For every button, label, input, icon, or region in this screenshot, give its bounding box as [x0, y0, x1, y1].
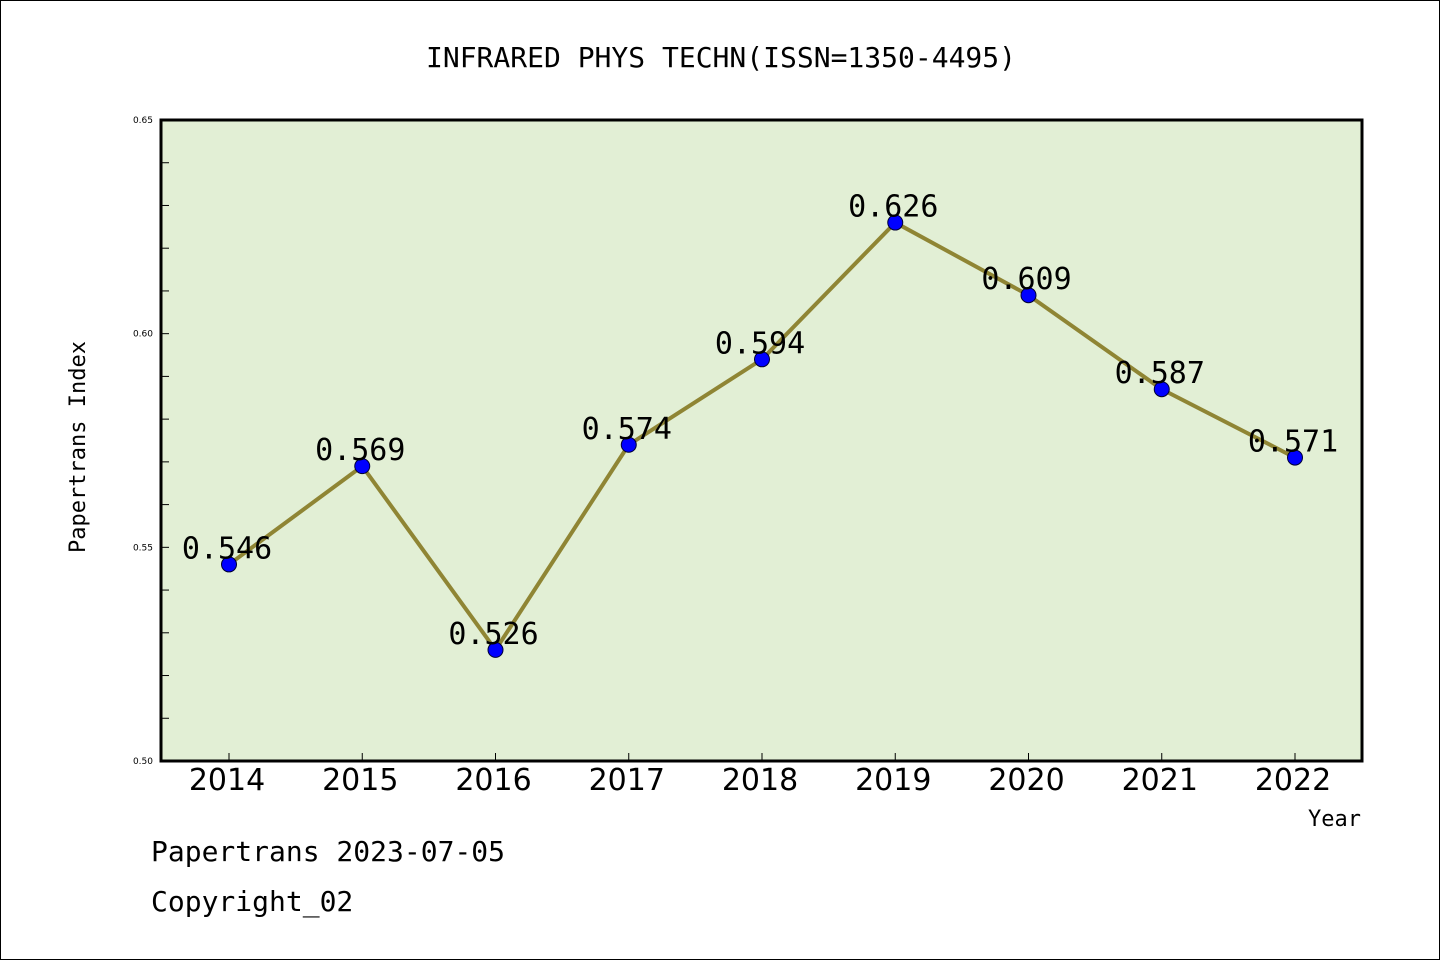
y-axis-ticks — [161, 162, 1296, 761]
x-axis-label: Year — [1308, 807, 1361, 832]
chart-title: INFRARED PHYS TECHN(ISSN=1350-4495) — [426, 41, 1016, 74]
data-point — [754, 351, 770, 368]
data-labels: 0.546 0.569 0.526 0.574 0.594 0.626 0.609 0.587… — [182, 190, 1338, 652]
data-label: 0.526 — [448, 617, 538, 652]
data-point — [487, 641, 504, 658]
data-label: 0.546 — [182, 531, 272, 566]
data-point — [354, 458, 371, 475]
data-label: 0.574 — [582, 412, 672, 447]
x-tick-label: 2021 — [1122, 763, 1198, 798]
x-tick-label: 2019 — [855, 763, 931, 798]
x-tick-label: 2016 — [455, 763, 531, 798]
y-tick-label: 0.55 — [133, 543, 153, 553]
data-point — [221, 556, 237, 573]
x-tick-label: 2015 — [322, 763, 398, 798]
data-point — [620, 436, 637, 453]
data-label: 0.609 — [981, 262, 1071, 297]
x-tick-label: 2018 — [722, 763, 798, 798]
y-axis-label: Papertrans Index — [66, 341, 91, 553]
y-axis-tick-labels: 0.50 0.55 0.60 0.65 — [133, 116, 153, 767]
data-label: 0.626 — [848, 190, 938, 225]
data-point — [1287, 449, 1303, 466]
data-point — [1153, 381, 1170, 398]
x-tick-label: 2014 — [189, 763, 265, 798]
data-label: 0.587 — [1115, 356, 1205, 391]
plot-area — [159, 118, 1364, 763]
data-markers — [221, 214, 1303, 658]
footer-date-text: Papertrans 2023-07-05 — [151, 835, 506, 868]
y-tick-label: 0.65 — [133, 116, 153, 126]
data-point — [887, 214, 904, 231]
y-tick-label: 0.60 — [133, 330, 153, 340]
data-label: 0.569 — [315, 433, 405, 468]
x-axis-tick-labels: 2014 2015 2016 2017 2018 2019 2020 2021 2022 — [189, 763, 1331, 798]
footer-copyright-text: Copyright_02 — [151, 885, 354, 918]
data-label: 0.594 — [715, 326, 805, 361]
x-tick-label: 2020 — [988, 763, 1064, 798]
data-point — [1020, 287, 1037, 304]
x-tick-label: 2017 — [589, 763, 665, 798]
data-label: 0.571 — [1248, 425, 1338, 460]
y-tick-label: 0.50 — [133, 757, 153, 767]
x-tick-label: 2022 — [1255, 763, 1331, 798]
